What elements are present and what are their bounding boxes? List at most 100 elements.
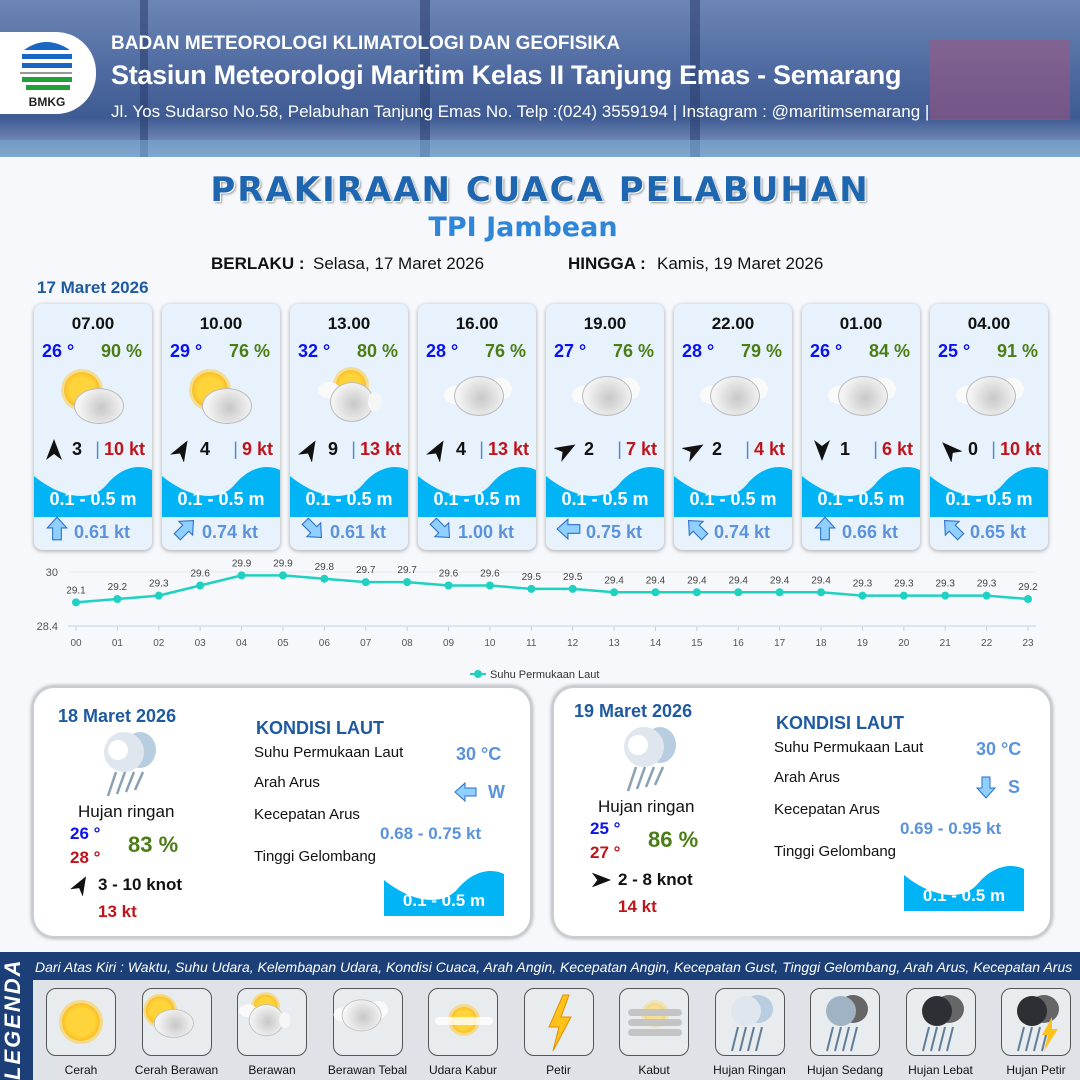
sst-point[interactable]	[982, 591, 991, 600]
data-label: 29.6	[190, 569, 210, 580]
sst-point[interactable]	[361, 578, 370, 587]
valid-from: Selasa, 17 Maret 2026	[313, 254, 485, 273]
sst-point[interactable]	[568, 584, 577, 593]
sst-point[interactable]	[320, 574, 329, 583]
current-direction-icon	[428, 516, 452, 542]
x-tick-label: 05	[277, 638, 289, 649]
air-temperature: 27 °	[554, 341, 587, 361]
wind-direction-icon	[42, 438, 64, 462]
x-tick-label: 03	[195, 638, 207, 649]
wind-speed: 9	[328, 439, 339, 459]
x-tick-label: 08	[402, 638, 414, 649]
sst-point[interactable]	[485, 581, 494, 590]
x-tick-label: 18	[815, 638, 827, 649]
wave-icon	[802, 462, 920, 517]
forecast-card-1900: 19.00 27 ° 76 % 2 | 7 kt 0.1 - 0.5 m 0.75…	[546, 304, 664, 550]
wind-direction-icon	[70, 874, 92, 901]
cerah-berawan-weather-icon	[58, 368, 130, 428]
wave-height-value: 0.1 - 0.5 m	[402, 891, 486, 910]
sst-point[interactable]	[1024, 595, 1032, 603]
temp-max: 28 °	[70, 848, 101, 867]
gust-speed-wrap: | 10 kt	[95, 439, 145, 459]
data-label: 29.7	[356, 565, 376, 576]
sst-point[interactable]	[941, 591, 950, 600]
wave-icon	[290, 462, 408, 517]
sst-point[interactable]	[692, 588, 701, 597]
page-title: PRAKIRAAN CUACA PELABUHAN	[210, 170, 870, 210]
valid-from-label: BERLAKU :	[211, 254, 305, 273]
sst-point[interactable]	[775, 588, 784, 597]
legend-cerah-icon	[46, 988, 116, 1056]
current-dir-label: Arah Arus	[774, 769, 840, 786]
data-label: 29.9	[232, 558, 252, 569]
wind-direction-icon	[298, 438, 320, 463]
gust-speed: 7 kt	[625, 439, 657, 459]
gust-speed-wrap: | 13 kt	[479, 439, 529, 459]
sst-point[interactable]	[113, 595, 122, 603]
x-tick-label: 10	[484, 638, 496, 649]
wave-height: 0.1 - 0.5 m	[689, 489, 777, 509]
weather-label: Hujan ringan	[78, 802, 175, 821]
current-direction-icon	[300, 516, 324, 542]
x-tick-label: 11	[526, 638, 537, 649]
x-tick-label: 23	[1022, 638, 1034, 649]
humidity: 83 %	[128, 832, 179, 857]
sst-point[interactable]	[196, 581, 205, 590]
sst-point[interactable]	[444, 581, 453, 590]
sst-point[interactable]	[610, 588, 619, 597]
current-dir-value: S	[1008, 777, 1021, 797]
gust-speed-wrap: | 6 kt	[873, 439, 913, 459]
gust-speed: 4 kt	[753, 439, 785, 459]
x-tick-label: 04	[236, 638, 248, 649]
data-label: 29.5	[563, 572, 583, 583]
forecast-card-1300: 13.00 32 ° 80 % 9 | 13 kt 0.1 - 0.5 m 0.6…	[290, 304, 408, 550]
wind-speed: 2	[712, 439, 723, 459]
gust-speed: 10 kt	[103, 439, 145, 459]
current-speed: 0.74 kt	[202, 522, 259, 542]
legend-item-label: Hujan Ringan	[713, 1063, 786, 1077]
gust-speed: 10 kt	[999, 439, 1041, 459]
x-tick-label: 22	[981, 638, 993, 649]
wave-height: 0.1 - 0.5 m	[433, 489, 521, 509]
forecast-card-0100: 01.00 26 ° 84 % 1 | 6 kt 0.1 - 0.5 m 0.66…	[802, 304, 920, 550]
x-tick-label: 01	[112, 638, 124, 649]
legend-label[interactable]: Suhu Permukaan Laut	[490, 669, 599, 681]
humidity: 84 %	[868, 341, 910, 361]
sst-point[interactable]	[237, 571, 246, 580]
sst-point[interactable]	[858, 591, 867, 600]
wind-direction-icon	[170, 438, 192, 463]
wave-height-value: 0.1 - 0.5 m	[922, 886, 1006, 905]
sst-point[interactable]	[527, 584, 536, 593]
sst-point[interactable]	[817, 588, 826, 597]
sst-point[interactable]	[72, 598, 80, 607]
legend-item-label: Berawan Tebal	[327, 1063, 408, 1077]
sst-point[interactable]	[154, 591, 163, 600]
x-tick-label: 06	[319, 638, 331, 649]
wave-height-label: Tinggi Gelombang	[774, 843, 897, 860]
sst-point[interactable]	[403, 578, 412, 587]
gust-speed-wrap: | 7 kt	[617, 439, 657, 459]
y-tick-label: 28.4	[37, 621, 58, 633]
sst-point[interactable]	[278, 571, 287, 580]
current-speed: 1.00 kt	[458, 522, 515, 542]
wind-speed: 0	[968, 439, 979, 459]
current-direction-icon	[556, 516, 581, 542]
forecast-time: 22.00	[711, 314, 755, 333]
sst-point[interactable]	[734, 588, 743, 597]
wave-height: 0.1 - 0.5 m	[817, 489, 905, 509]
sst-point[interactable]	[651, 588, 660, 597]
wind-speed: 1	[840, 439, 851, 459]
wind-direction-icon	[553, 438, 576, 462]
data-label: 29.7	[397, 565, 417, 576]
x-tick-label: 12	[567, 638, 579, 649]
data-label: 29.4	[729, 575, 749, 586]
humidity: 76 %	[228, 341, 270, 361]
sst-label: Suhu Permukaan Laut	[254, 744, 404, 761]
sst-point[interactable]	[899, 591, 908, 600]
sst-line	[75, 574, 1029, 604]
data-label: 29.8	[315, 562, 335, 573]
air-temperature: 25 °	[938, 341, 971, 361]
data-label: 29.4	[770, 575, 790, 586]
wave-icon	[34, 462, 152, 517]
data-label: 29.4	[646, 575, 666, 586]
